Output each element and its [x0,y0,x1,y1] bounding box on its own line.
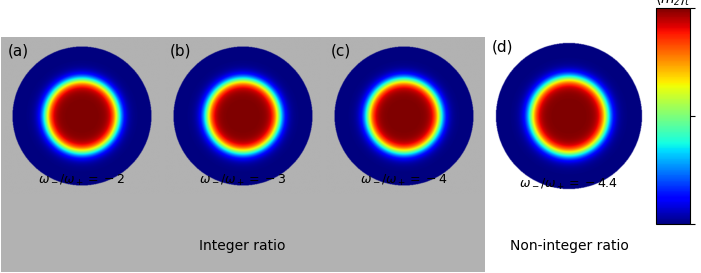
Text: Integer ratio: Integer ratio [199,239,286,254]
Text: (a): (a) [8,43,29,58]
Text: $\omega_-/\omega_+=-4$: $\omega_-/\omega_+=-4$ [360,173,447,188]
Title: $\langle m_z\rangle_t$: $\langle m_z\rangle_t$ [655,0,691,8]
Text: $\omega_-/\omega_+=-3$: $\omega_-/\omega_+=-3$ [199,173,286,188]
Text: (c): (c) [331,43,351,58]
Text: $\omega_-/\omega_+=-4.4$: $\omega_-/\omega_+=-4.4$ [519,177,618,192]
Text: (d): (d) [492,39,514,54]
Text: $\omega_-/\omega_+=-2$: $\omega_-/\omega_+=-2$ [38,173,125,188]
Text: Non-integer ratio: Non-integer ratio [510,239,629,254]
Text: (b): (b) [170,43,191,58]
